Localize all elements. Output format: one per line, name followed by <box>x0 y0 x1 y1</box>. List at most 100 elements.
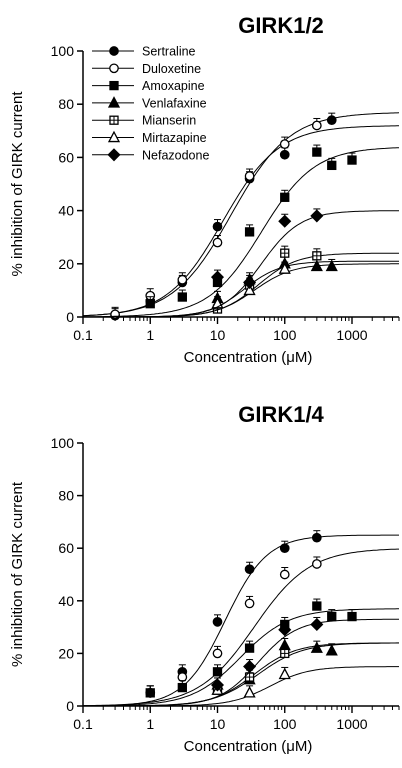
x-axis-label: Concentration (μM) <box>184 738 313 755</box>
legend-label: Mianserin <box>142 114 196 128</box>
data-point <box>210 270 225 284</box>
chart-2: GIRK1/4 0 20 40 60 80 100 0.1 1 10 100 1000 Concentr… <box>9 402 400 755</box>
data-point <box>310 617 324 631</box>
series-venlafaxine <box>83 638 399 707</box>
data-point <box>212 667 223 677</box>
data-point <box>347 155 357 165</box>
data-point <box>311 532 322 543</box>
data-point <box>326 115 337 126</box>
legend-label: Nefazodone <box>142 148 209 162</box>
data-point <box>278 623 292 637</box>
data-point <box>279 149 290 160</box>
data-point <box>210 678 225 692</box>
y-tick-label: 60 <box>58 149 74 165</box>
series-venlafaxine <box>83 256 399 318</box>
y-tick-label: 0 <box>66 309 74 325</box>
x-tick-label: 0.1 <box>73 327 93 343</box>
legend-marker <box>109 80 119 91</box>
y-tick-label: 40 <box>58 593 74 609</box>
data-point <box>244 227 255 237</box>
chart-title: GIRK1/2 <box>238 13 324 38</box>
data-point <box>327 160 337 171</box>
series-mianserin <box>83 245 399 318</box>
fit-curve <box>83 642 399 707</box>
series-nefazodone <box>83 208 399 318</box>
legend-marker <box>107 96 121 108</box>
fit-curve <box>83 147 400 318</box>
data-point <box>244 564 255 575</box>
data-point <box>243 660 257 674</box>
series-nefazodone <box>83 616 399 707</box>
series-mianserin <box>83 642 399 707</box>
legend-label: Venlafaxine <box>142 96 207 110</box>
data-point <box>278 214 292 228</box>
chart-title: GIRK1/4 <box>238 402 324 427</box>
x-tick-label: 1000 <box>336 327 367 343</box>
data-point <box>278 262 291 274</box>
x-axis-label: Concentration (μM) <box>184 349 313 366</box>
data-point <box>310 209 324 223</box>
y-axis-label: % inhibition of GIRK current <box>9 481 26 667</box>
series-amoxapine <box>83 598 399 707</box>
data-point <box>177 292 187 302</box>
data-point <box>244 171 255 181</box>
data-point <box>212 237 223 248</box>
y-tick-label: 20 <box>58 256 74 272</box>
data-point <box>145 299 155 309</box>
data-point <box>177 682 187 693</box>
y-tick-label: 0 <box>66 698 74 714</box>
data-point <box>145 688 155 698</box>
x-tick-label: 10 <box>210 716 226 732</box>
data-point <box>243 275 257 289</box>
data-point <box>312 147 322 157</box>
legend-label: Sertraline <box>142 45 196 59</box>
legend-label: Mirtazapine <box>142 131 207 145</box>
data-point <box>325 259 338 272</box>
x-tick-label: 100 <box>273 716 297 732</box>
data-point <box>278 667 291 680</box>
y-tick-label: 40 <box>58 203 74 219</box>
data-point <box>212 648 223 659</box>
y-tick-label: 80 <box>58 96 74 112</box>
legend-marker <box>107 130 121 143</box>
x-tick-label: 1 <box>146 716 154 732</box>
axes <box>82 443 399 707</box>
fit-curve <box>82 112 400 317</box>
y-tick-label: 80 <box>58 488 74 504</box>
legend-label: Duloxetine <box>142 62 201 76</box>
y-tick-label: 60 <box>58 540 74 556</box>
x-tick-label: 0.1 <box>73 716 93 732</box>
data-point <box>244 598 255 609</box>
x-tick-label: 10 <box>210 327 226 343</box>
data-point <box>177 672 188 682</box>
legend: Sertraline Duloxetine Amoxapine Venlafaxine… <box>92 45 209 162</box>
fit-curve <box>82 548 399 707</box>
data-point <box>243 283 256 296</box>
data-point <box>311 559 322 569</box>
chart-1: GIRK1/2 0 20 40 60 80 100 0.1 1 10 100 1000 Concentr… <box>9 13 400 366</box>
y-tick-label: 100 <box>51 435 75 451</box>
data-point <box>279 569 290 580</box>
data-point <box>279 543 290 554</box>
y-tick-label: 20 <box>58 645 74 661</box>
data-point <box>347 611 357 622</box>
axes <box>82 51 399 318</box>
data-point <box>280 192 290 202</box>
data-point <box>325 643 338 656</box>
data-point <box>312 601 322 611</box>
legend-marker <box>107 148 121 162</box>
legend-marker <box>109 46 119 56</box>
fit-curve <box>83 210 399 318</box>
y-tick-label: 100 <box>51 43 75 59</box>
data-point <box>311 120 322 131</box>
x-tick-label: 1000 <box>336 716 367 732</box>
fit-curve <box>83 642 399 707</box>
data-point <box>279 139 290 149</box>
series-mirtazapine <box>83 261 399 318</box>
legend-marker <box>109 63 119 74</box>
data-point <box>177 274 188 285</box>
series-duloxetine <box>82 117 399 320</box>
fit-curve <box>83 263 399 318</box>
